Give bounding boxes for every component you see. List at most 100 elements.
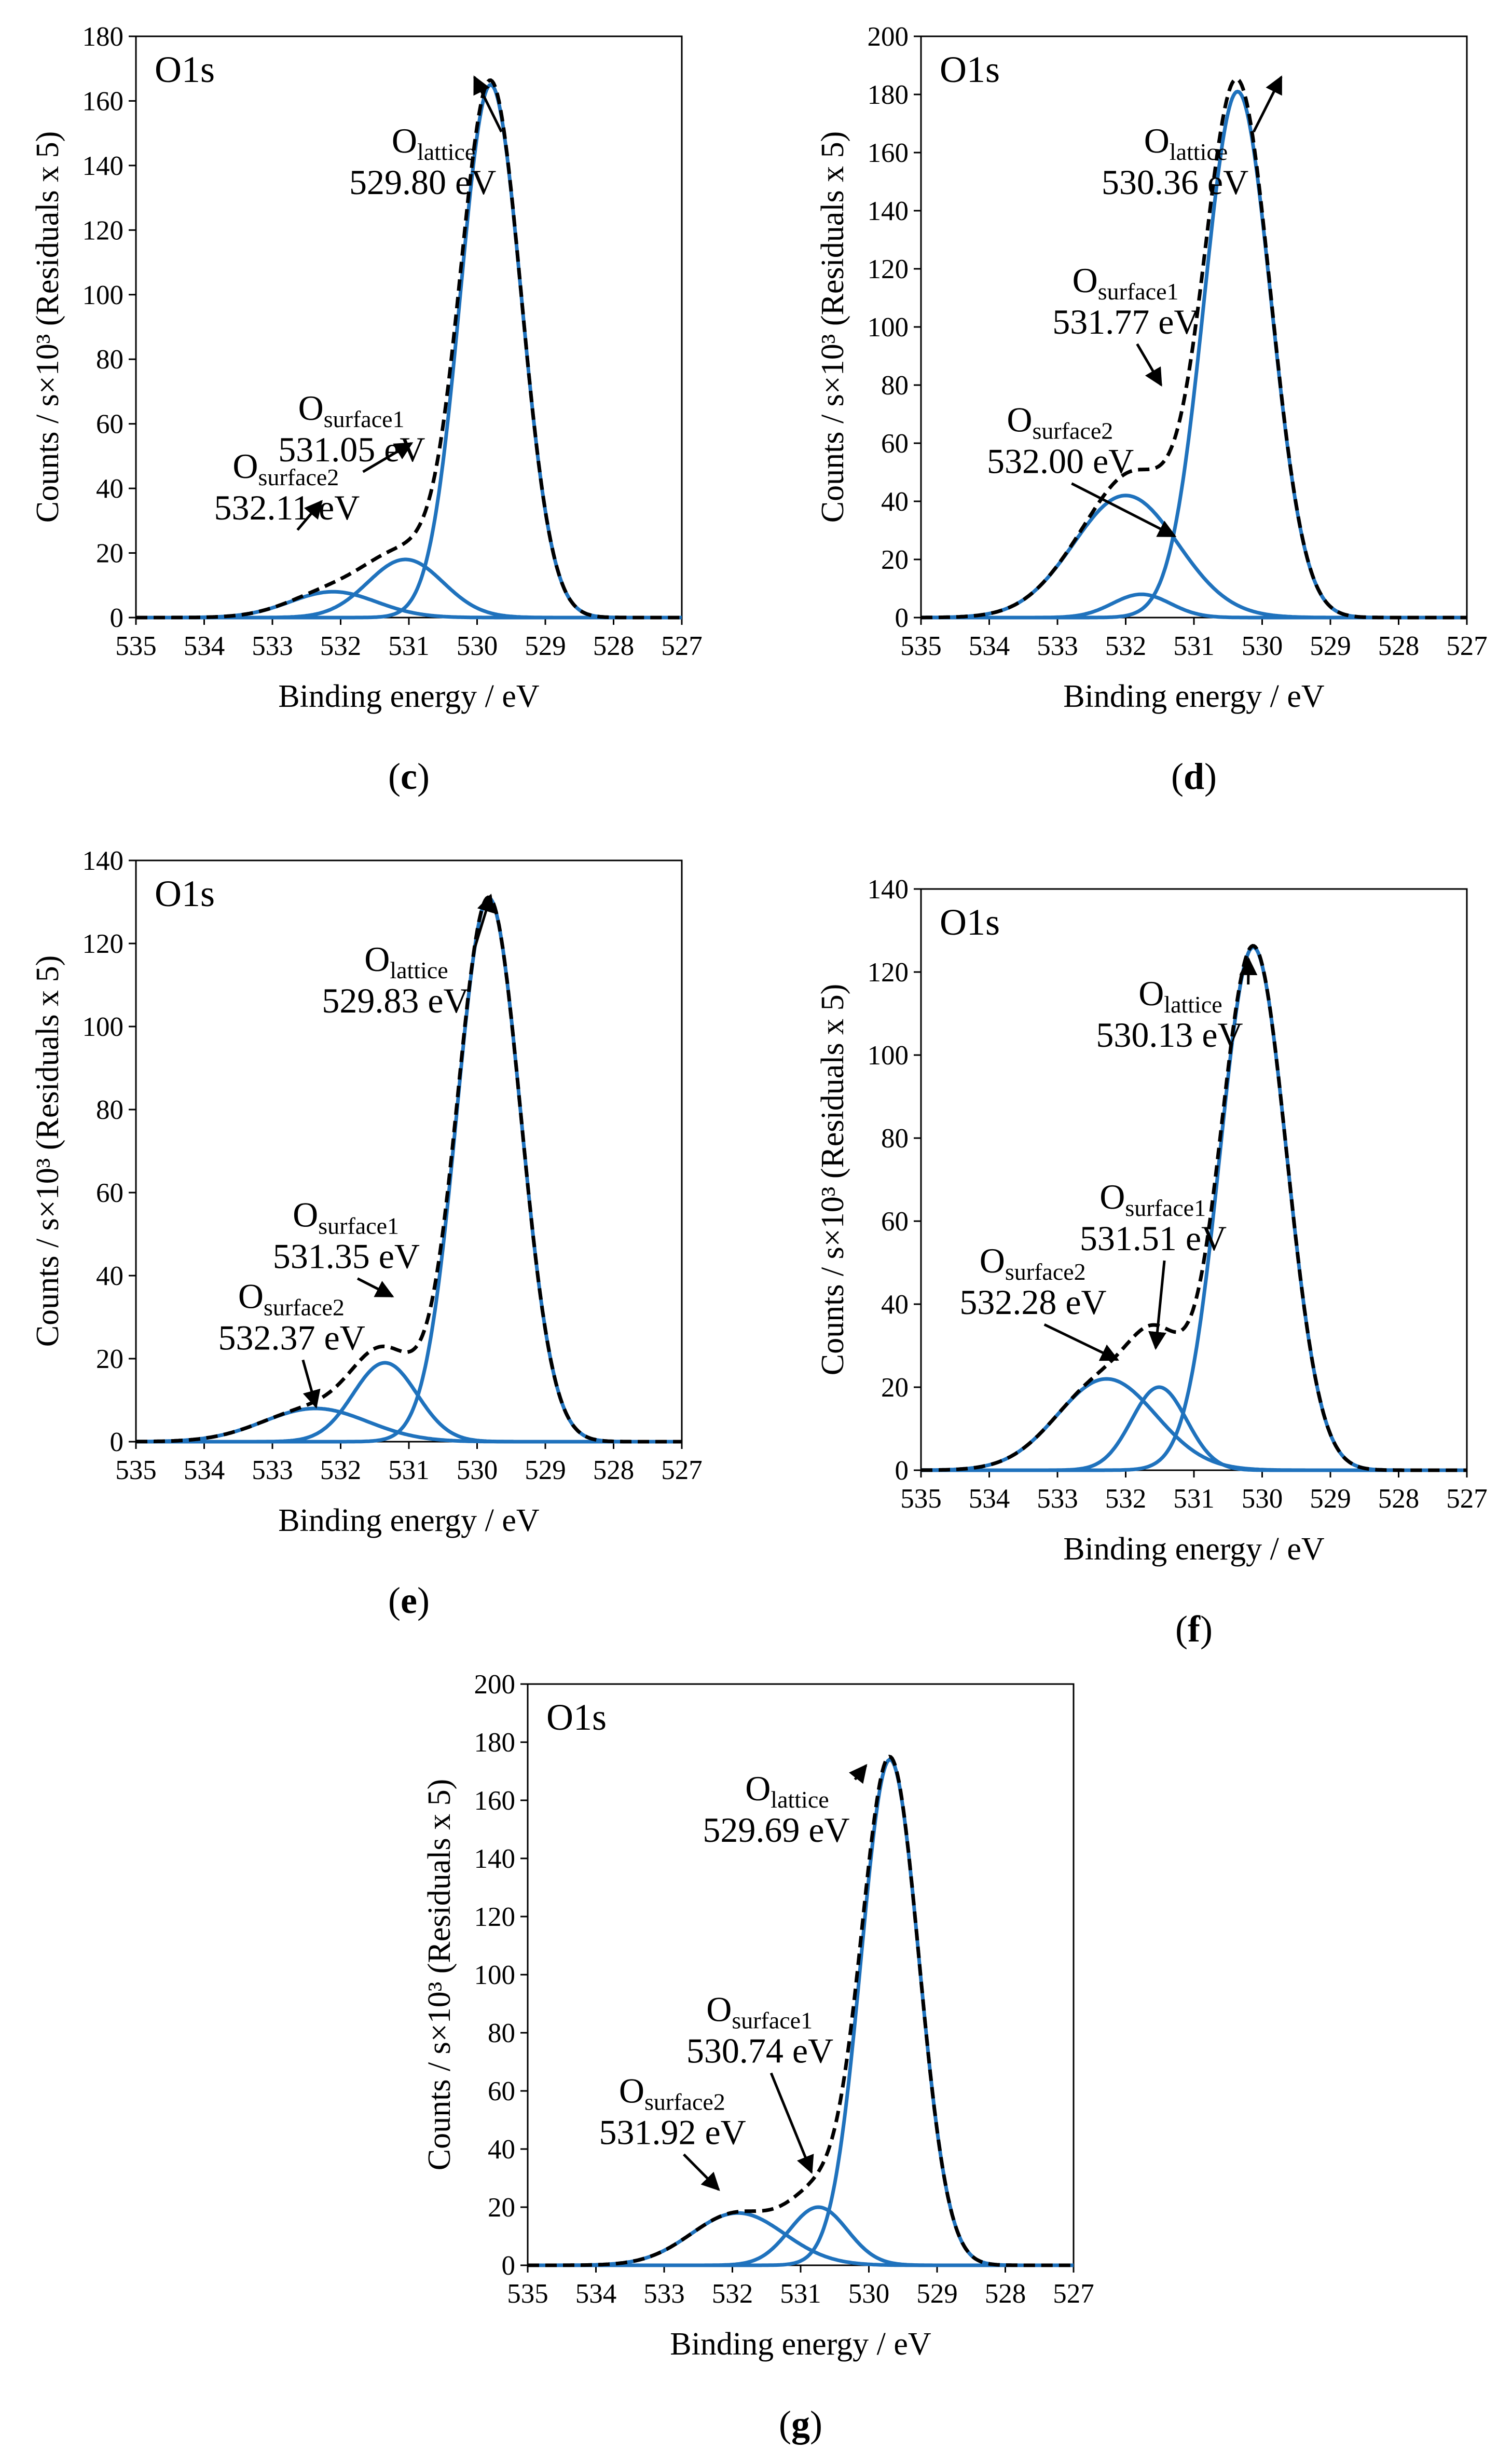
- y-tick-label: 40: [96, 1261, 123, 1291]
- y-tick-label: 140: [83, 846, 124, 876]
- annotation-arrow: [356, 1277, 394, 1298]
- annotation-arrow: [301, 1359, 321, 1409]
- spectrum-badge: O1s: [155, 873, 215, 914]
- y-tick-label: 200: [474, 1670, 516, 1700]
- annotation-arrow: [1148, 1260, 1166, 1350]
- y-tick-label: 40: [96, 474, 123, 504]
- y-axis-label: Counts / s×10³ (Residuals x 5): [30, 131, 65, 523]
- x-axis-label: Binding energy / eV: [1063, 679, 1325, 714]
- annotation-arrow: [1239, 956, 1258, 985]
- y-tick-label: 80: [96, 345, 123, 375]
- x-tick-label: 535: [900, 1484, 942, 1514]
- annotation-energy: 530.36 eV: [1102, 162, 1248, 202]
- annotation-arrow: [683, 2153, 720, 2191]
- y-tick-label: 120: [83, 929, 124, 959]
- annotation-energy: 531.51 eV: [1080, 1219, 1227, 1258]
- y-tick-label: 80: [488, 2018, 515, 2048]
- envelope-curve: [528, 1755, 1074, 2267]
- x-tick-label: 534: [969, 1484, 1010, 1514]
- annotation-arrow: [1252, 75, 1283, 133]
- x-tick-label: 535: [115, 1455, 157, 1485]
- spectrum-badge: O1s: [940, 901, 1000, 943]
- x-tick-label: 534: [184, 631, 225, 661]
- y-tick-label: 0: [110, 603, 124, 633]
- y-tick-label: 20: [488, 2193, 515, 2223]
- y-tick-label: 180: [83, 22, 124, 52]
- envelope-curve: [136, 78, 682, 620]
- x-axis-label: Binding energy / eV: [278, 679, 540, 714]
- y-tick-label: 60: [881, 429, 909, 459]
- panel-caption: (f): [1175, 1608, 1213, 1650]
- x-tick-label: 532: [1105, 1484, 1147, 1514]
- x-tick-label: 530: [1242, 1484, 1283, 1514]
- spectrum-badge: O1s: [940, 49, 1000, 90]
- y-tick-label: 160: [474, 1786, 516, 1816]
- y-tick-label: 20: [881, 545, 909, 575]
- x-tick-label: 529: [525, 631, 566, 661]
- annotation-arrow: [1136, 343, 1163, 387]
- annotation-arrow: [1043, 1323, 1119, 1361]
- plot-frame: [920, 888, 1468, 1471]
- annotation-species: Osurface1: [1073, 261, 1179, 305]
- annotation-arrow: [362, 442, 414, 473]
- x-tick-label: 533: [252, 1455, 293, 1485]
- x-tick-label: 535: [115, 631, 157, 661]
- x-tick-label: 528: [1378, 1484, 1420, 1514]
- component-peak-surface1: [528, 2205, 1074, 2267]
- annotation-energy: 532.28 eV: [959, 1282, 1106, 1322]
- annotation-energy: 531.92 eV: [599, 2112, 746, 2152]
- annotation-species: Olattice: [392, 121, 475, 165]
- x-tick-label: 529: [1310, 631, 1351, 661]
- annotation-energy: 532.11 eV: [214, 488, 360, 527]
- x-tick-label: 530: [1242, 631, 1283, 661]
- component-peak-surface1: [136, 1361, 682, 1444]
- annotation-energy: 531.35 eV: [273, 1237, 420, 1276]
- x-axis-label: Binding energy / eV: [278, 1503, 540, 1538]
- annotation-energy: 532.37 eV: [218, 1318, 365, 1357]
- y-tick-label: 80: [881, 371, 909, 401]
- plot-frame: [527, 1683, 1075, 2266]
- panel-e: 0 20 40 60 80 100 120 140 535 534 533 532 531 530 529 5…: [30, 846, 703, 1621]
- annotation-arrow: [769, 2072, 814, 2174]
- x-tick-label: 531: [1173, 1484, 1215, 1514]
- y-tick-label: 80: [881, 1124, 909, 1154]
- annotation-species: Olattice: [745, 1769, 829, 1813]
- y-tick-label: 120: [83, 215, 124, 245]
- y-tick-label: 120: [868, 957, 909, 988]
- x-tick-label: 529: [525, 1455, 566, 1485]
- panel-d: 0 20 40 60 80 100 120 140 160 180 200 535 534 533 532 5…: [815, 22, 1488, 797]
- y-tick-label: 180: [868, 80, 909, 110]
- annotation-arrow: [296, 500, 323, 531]
- annotation-arrow: [473, 75, 503, 133]
- y-tick-label: 180: [474, 1728, 516, 1758]
- x-tick-label: 528: [985, 2279, 1026, 2309]
- x-tick-label: 534: [969, 631, 1010, 661]
- spectrum-badge: O1s: [155, 49, 215, 90]
- y-tick-label: 100: [868, 1041, 909, 1071]
- annotation-species: Osurface2: [1007, 400, 1113, 444]
- y-tick-label: 140: [868, 874, 909, 905]
- x-tick-label: 527: [661, 631, 703, 661]
- annotation-energy: 532.00 eV: [987, 442, 1134, 481]
- y-tick-label: 100: [868, 312, 909, 343]
- envelope-curve: [136, 895, 682, 1444]
- y-tick-label: 140: [83, 151, 124, 181]
- annotation-species: Osurface1: [1099, 1177, 1206, 1221]
- y-axis-label: Counts / s×10³ (Residuals x 5): [30, 955, 65, 1347]
- panel-f: 0 20 40 60 80 100 120 140 535 534 533 532 531 530 529 5…: [815, 874, 1488, 1650]
- y-tick-label: 20: [96, 1344, 123, 1374]
- x-tick-label: 528: [1378, 631, 1420, 661]
- annotation-energy: 529.80 eV: [349, 162, 496, 202]
- annotation-energy: 529.69 eV: [703, 1810, 849, 1850]
- annotation-species: Osurface2: [619, 2071, 725, 2115]
- envelope-curve: [921, 77, 1467, 620]
